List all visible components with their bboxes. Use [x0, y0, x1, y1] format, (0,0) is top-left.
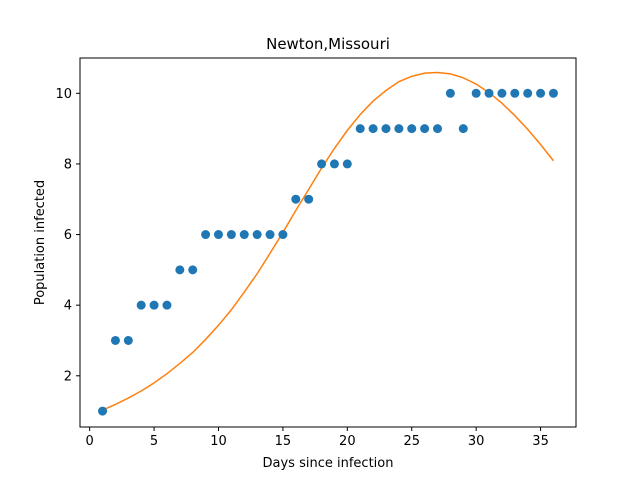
data-point: [188, 265, 198, 275]
data-point: [407, 124, 417, 134]
x-axis-label: Days since infection: [263, 456, 394, 471]
data-point: [252, 230, 262, 240]
data-point: [342, 159, 352, 169]
y-tick-label: 6: [64, 228, 72, 243]
data-point: [394, 124, 404, 134]
data-point: [445, 88, 455, 98]
data-point: [265, 230, 275, 240]
plot-area: [98, 71, 558, 416]
data-point: [278, 230, 288, 240]
y-tick-label: 2: [64, 369, 72, 384]
x-tick-label: 0: [86, 434, 94, 449]
data-point: [471, 88, 481, 98]
y-tick-label: 10: [55, 87, 72, 102]
data-point: [201, 230, 211, 240]
y-axis: 2 4 6 8 10: [55, 87, 80, 384]
x-tick-label: 35: [532, 434, 549, 449]
data-point: [523, 88, 533, 98]
data-point: [484, 88, 494, 98]
data-point: [304, 194, 314, 204]
data-point: [291, 194, 301, 204]
data-point: [420, 124, 430, 134]
data-point: [355, 124, 365, 134]
data-point: [162, 300, 172, 310]
data-point: [329, 159, 339, 169]
y-tick-label: 4: [64, 299, 72, 314]
data-point: [368, 124, 378, 134]
y-tick-label: 8: [64, 157, 72, 172]
data-point: [497, 88, 507, 98]
x-tick-label: 25: [403, 434, 420, 449]
data-point: [381, 124, 391, 134]
data-point: [149, 300, 159, 310]
data-point: [175, 265, 185, 275]
axes-frame: [79, 57, 577, 428]
y-axis-label: Population infected: [33, 180, 48, 305]
x-tick-label: 10: [210, 434, 227, 449]
data-point: [98, 406, 108, 416]
data-point: [458, 124, 468, 134]
data-point: [536, 88, 546, 98]
chart-title: Newton,Missouri: [266, 35, 390, 53]
data-point: [239, 230, 249, 240]
x-axis: 0 5 10 15 20 25 30 35: [86, 427, 549, 449]
data-point: [226, 230, 236, 240]
x-tick-label: 20: [339, 434, 356, 449]
data-point: [123, 335, 133, 345]
data-point: [433, 124, 443, 134]
x-tick-label: 5: [150, 434, 158, 449]
data-point: [510, 88, 520, 98]
data-point: [213, 230, 223, 240]
data-point: [110, 335, 120, 345]
x-tick-label: 15: [275, 434, 292, 449]
data-point: [136, 300, 146, 310]
x-tick-label: 30: [468, 434, 485, 449]
fit-curve-line: [102, 71, 555, 411]
data-point: [548, 88, 558, 98]
data-point: [317, 159, 327, 169]
